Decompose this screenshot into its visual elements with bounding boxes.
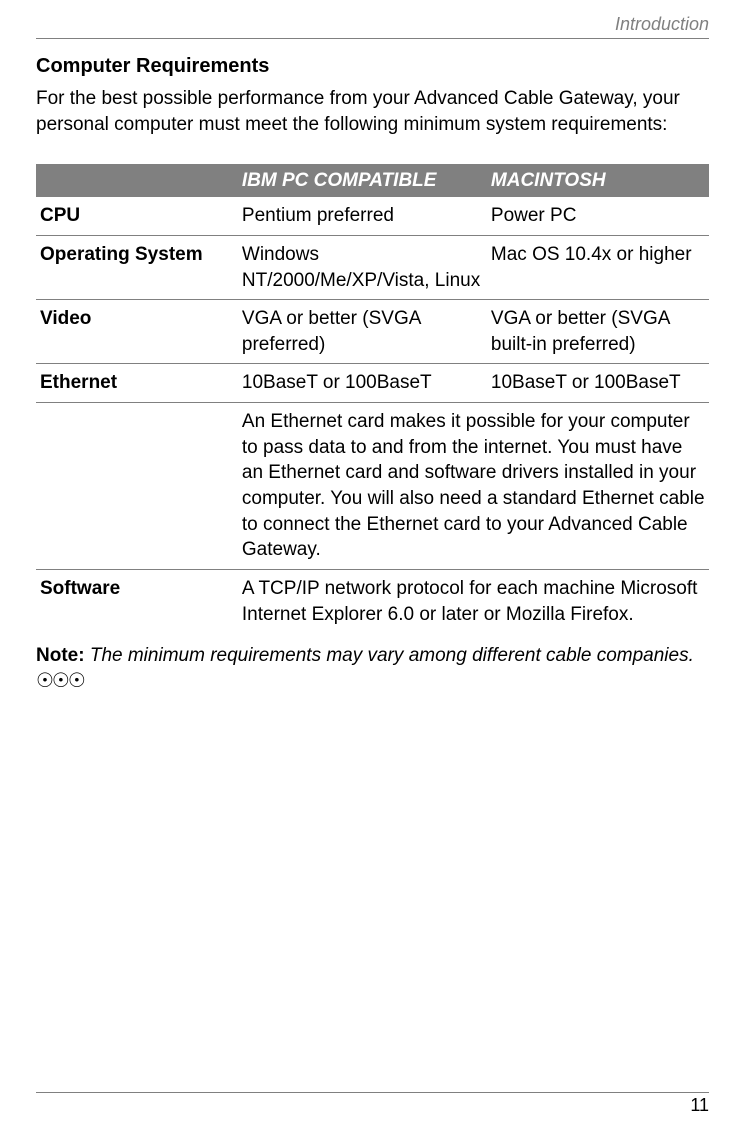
label-video: Video <box>36 300 238 364</box>
label-cpu: CPU <box>36 197 238 235</box>
header-macintosh: MACINTOSH <box>487 164 709 198</box>
note-label: Note: <box>36 645 85 666</box>
ethernet-note-text: An Ethernet card makes it possible for y… <box>238 403 709 570</box>
ethernet-pc: 10BaseT or 100BaseT <box>238 364 487 403</box>
running-head: Introduction <box>36 12 709 39</box>
video-mac: VGA or better (SVGA built-in preferred) <box>487 300 709 364</box>
label-ethernet: Ethernet <box>36 364 238 403</box>
intro-paragraph: For the best possible performance from y… <box>36 86 709 137</box>
ornament-dots-icon: ☉☉☉ <box>36 671 709 691</box>
row-video: Video VGA or better (SVGA preferred) VGA… <box>36 300 709 364</box>
section-heading: Computer Requirements <box>36 53 709 80</box>
cpu-pc: Pentium preferred <box>238 197 487 235</box>
ethernet-note-blank <box>36 403 238 570</box>
ethernet-mac: 10BaseT or 100BaseT <box>487 364 709 403</box>
label-software: Software <box>36 569 238 633</box>
video-pc: VGA or better (SVGA preferred) <box>238 300 487 364</box>
os-pc: Windows NT/2000/Me/XP/Vista, Linux <box>238 235 487 299</box>
row-ethernet: Ethernet 10BaseT or 100BaseT 10BaseT or … <box>36 364 709 403</box>
row-ethernet-note: An Ethernet card makes it possible for y… <box>36 403 709 570</box>
software-text: A TCP/IP network protocol for each machi… <box>238 569 709 633</box>
header-ibm-pc: IBM PC COMPATIBLE <box>238 164 487 198</box>
row-software: Software A TCP/IP network protocol for e… <box>36 569 709 633</box>
note-line: Note: The minimum requirements may vary … <box>36 643 709 669</box>
row-cpu: CPU Pentium preferred Power PC <box>36 197 709 235</box>
label-os: Operating System <box>36 235 238 299</box>
note-text: The minimum requirements may vary among … <box>85 645 694 666</box>
cpu-mac: Power PC <box>487 197 709 235</box>
os-mac: Mac OS 10.4x or higher <box>487 235 709 299</box>
row-os: Operating System Windows NT/2000/Me/XP/V… <box>36 235 709 299</box>
requirements-table: IBM PC COMPATIBLE MACINTOSH CPU Pentium … <box>36 164 709 634</box>
table-header-row: IBM PC COMPATIBLE MACINTOSH <box>36 164 709 198</box>
header-blank <box>36 164 238 198</box>
page-number: 11 <box>36 1092 709 1117</box>
